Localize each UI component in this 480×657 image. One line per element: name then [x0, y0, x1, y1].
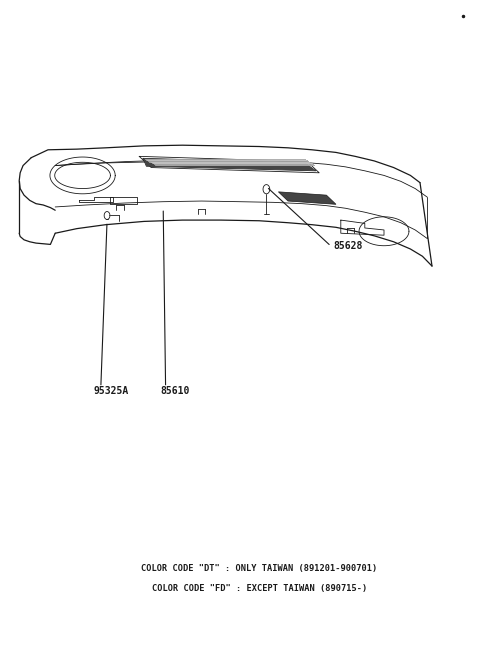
Text: 85610: 85610: [161, 386, 190, 396]
Polygon shape: [278, 192, 336, 204]
Text: COLOR CODE "DT" : ONLY TAIWAN (891201-900701): COLOR CODE "DT" : ONLY TAIWAN (891201-90…: [141, 564, 377, 573]
Text: COLOR CODE "FD" : EXCEPT TAIWAN (890715-): COLOR CODE "FD" : EXCEPT TAIWAN (890715-…: [152, 583, 367, 593]
Polygon shape: [143, 158, 316, 171]
Text: 85628: 85628: [334, 241, 363, 252]
Text: 95325A: 95325A: [94, 386, 129, 396]
